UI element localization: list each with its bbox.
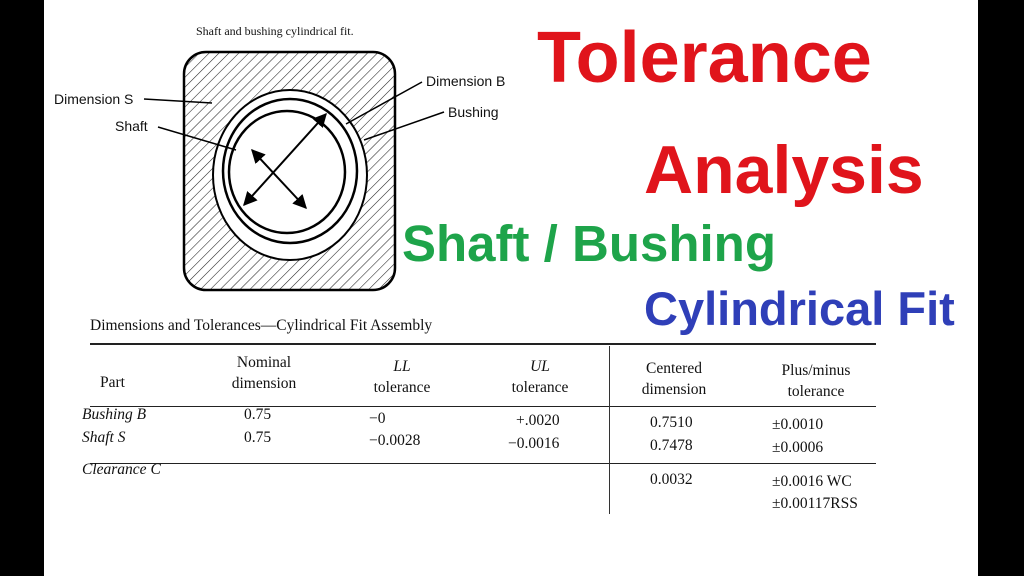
- row-shaft-ul: −0.0016: [508, 435, 560, 452]
- header-part: Part: [100, 374, 125, 391]
- table-title: Dimensions and Tolerances—Cylindrical Fi…: [90, 317, 433, 334]
- headline-tolerance: Tolerance: [537, 18, 872, 98]
- figure-caption: Shaft and bushing cylindrical fit.: [196, 24, 354, 38]
- row-bushing-ul: +.0020: [516, 412, 560, 429]
- row-bushing-pm: ±0.0010: [772, 416, 824, 433]
- row-clearance-centered: 0.0032: [650, 471, 693, 488]
- headline-cylindrical-fit: Cylindrical Fit: [644, 282, 955, 335]
- shaft-leader: [157, 126, 237, 151]
- shaft-circle: [227, 109, 347, 235]
- row-clearance-pm-wc: ±0.0016 WC: [772, 473, 852, 490]
- table-body-rule: [90, 463, 876, 464]
- dimension-b-arrow: [243, 112, 327, 207]
- dimension-b-leader: [345, 81, 423, 125]
- dimension-s-leader: [143, 98, 213, 104]
- shaft-bushing-diagram: [143, 50, 445, 292]
- header-plus-minus: Plus/minus tolerance: [781, 362, 851, 400]
- table-top-rule: [90, 343, 876, 345]
- callout-bushing: Bushing: [448, 104, 499, 120]
- callout-dimension-s: Dimension S: [54, 91, 134, 107]
- row-bushing-centered: 0.7510: [650, 414, 693, 431]
- headline-analysis: Analysis: [644, 132, 924, 208]
- row-shaft-ll: −0.0028: [369, 432, 421, 449]
- callout-shaft: Shaft: [115, 118, 148, 134]
- row-shaft-centered: 0.7478: [650, 437, 693, 454]
- bushing-leader: [363, 111, 445, 141]
- row-shaft-part: Shaft S: [82, 429, 126, 446]
- slide-canvas: Shaft and bushing cylindrical fit.: [44, 0, 978, 576]
- header-centered: Centered dimension: [641, 360, 707, 398]
- row-shaft-nominal: 0.75: [244, 429, 272, 446]
- headline-shaft-bushing: Shaft / Bushing: [402, 215, 776, 272]
- row-bushing-part: Bushing B: [82, 406, 147, 423]
- row-clearance-pm-rss: ±0.00117RSS: [772, 495, 858, 512]
- row-shaft-pm: ±0.0006: [772, 439, 824, 456]
- table-column-divider: [609, 346, 610, 514]
- row-bushing-nominal: 0.75: [244, 406, 272, 423]
- header-ll: LL tolerance: [373, 358, 431, 396]
- callout-dimension-b: Dimension B: [426, 73, 506, 89]
- row-bushing-ll: −0: [369, 410, 386, 427]
- table-header-rule: [90, 406, 876, 407]
- header-nominal: Nominal dimension: [231, 354, 297, 392]
- header-ul: UL tolerance: [511, 358, 569, 396]
- row-clearance-part: Clearance C: [82, 461, 161, 478]
